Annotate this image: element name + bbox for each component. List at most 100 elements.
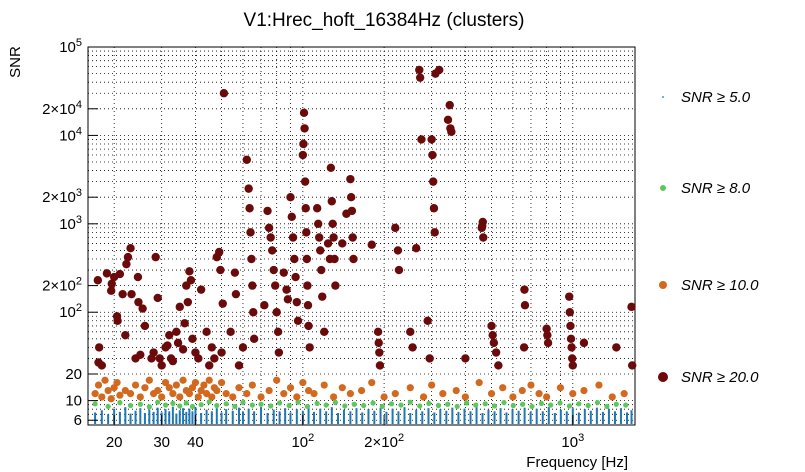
data-point: [499, 384, 507, 392]
data-point: [155, 354, 164, 363]
data-point: [280, 390, 288, 398]
legend-label: SNR ≥ 5.0: [681, 89, 751, 106]
data-point: [608, 393, 616, 401]
data-point: [351, 401, 357, 407]
data-point: [406, 327, 415, 337]
legend-marker: [660, 185, 666, 191]
data-point: [248, 281, 257, 290]
data-point: [200, 381, 208, 389]
data-point: [569, 390, 577, 398]
data-point: [105, 403, 111, 410]
data-point: [346, 192, 356, 202]
data-point: [202, 390, 211, 398]
grid: [88, 47, 635, 425]
y-tick-label: 20: [65, 366, 82, 383]
data-point: [541, 411, 544, 424]
data-point: [194, 393, 202, 401]
data-point: [338, 239, 347, 248]
data-point: [126, 390, 135, 398]
data-point: [461, 393, 469, 401]
data-point: [249, 308, 258, 317]
data-point: [481, 413, 484, 424]
data-point: [428, 150, 437, 160]
data-point: [134, 297, 143, 307]
data-point: [491, 348, 501, 357]
data-point: [168, 356, 178, 366]
data-point: [316, 246, 325, 255]
data-point: [427, 135, 436, 144]
data-point: [200, 413, 203, 424]
data-point: [248, 381, 256, 389]
data-point: [443, 115, 453, 125]
legend-label: SNR ≥ 10.0: [681, 277, 759, 294]
data-point: [185, 267, 194, 276]
data-point: [94, 343, 104, 352]
data-point: [300, 124, 309, 133]
data-point: [273, 327, 283, 337]
data-point: [129, 413, 132, 424]
data-point: [627, 302, 636, 312]
data-point: [330, 393, 338, 401]
series-0: [94, 406, 633, 424]
data-point: [235, 384, 243, 392]
data-point: [113, 316, 122, 325]
data-point: [131, 381, 140, 389]
series-2: [91, 376, 628, 403]
data-point: [433, 412, 436, 424]
data-point: [133, 272, 143, 282]
data-point: [302, 228, 311, 237]
data-point: [415, 65, 424, 75]
data-point: [535, 390, 543, 398]
data-point: [398, 402, 404, 408]
data-point: [374, 338, 383, 348]
data-point: [253, 411, 256, 424]
data-point: [293, 393, 301, 401]
data-point: [171, 406, 174, 424]
data-point: [583, 409, 586, 424]
data-point: [412, 243, 421, 253]
data-point: [162, 402, 169, 408]
data-point: [283, 295, 293, 304]
data-point: [391, 223, 400, 233]
data-point: [613, 401, 619, 407]
data-point: [183, 297, 193, 307]
data-point: [240, 399, 246, 406]
data-point: [329, 233, 338, 242]
data-point: [619, 408, 622, 424]
data-point: [607, 408, 610, 424]
data-point: [299, 378, 307, 387]
data-point: [279, 268, 288, 277]
data-point: [523, 407, 526, 424]
data-point: [328, 219, 337, 229]
data-point: [121, 330, 130, 340]
data-point: [243, 390, 251, 398]
data-point: [244, 184, 253, 193]
data-point: [214, 402, 220, 409]
data-point: [231, 410, 234, 424]
data-point: [338, 384, 346, 392]
data-point: [409, 413, 412, 424]
data-point: [266, 413, 269, 424]
data-point: [183, 400, 189, 406]
data-point: [547, 407, 550, 424]
data-point: [612, 343, 621, 352]
data-point: [260, 301, 269, 310]
data-point: [260, 407, 263, 424]
data-point: [375, 348, 384, 357]
data-point: [146, 404, 152, 410]
data-point: [91, 390, 99, 398]
data-point: [494, 361, 503, 370]
data-point: [305, 343, 314, 352]
data-point: [487, 390, 496, 398]
data-point: [237, 407, 240, 424]
data-point: [188, 408, 191, 424]
data-point: [493, 411, 496, 424]
data-point: [520, 285, 529, 294]
data-point: [403, 407, 406, 424]
data-point: [205, 376, 213, 384]
data-point: [391, 390, 399, 398]
x-tick-label: 40: [187, 434, 204, 451]
data-point: [367, 409, 370, 424]
data-point: [276, 400, 283, 406]
data-point: [313, 411, 316, 424]
